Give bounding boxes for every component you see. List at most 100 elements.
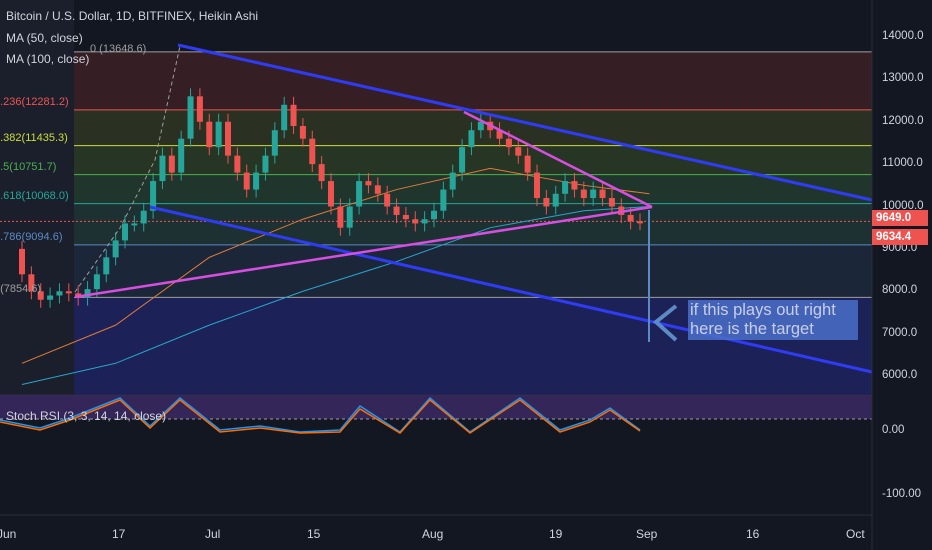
rsi-tick-label: 0.00 [882, 424, 905, 436]
candle-body-61 [590, 189, 597, 199]
candle-body-46 [449, 172, 456, 190]
candle-body-32 [318, 164, 325, 182]
candle-body-43 [421, 219, 428, 224]
x-tick-label: Jul [205, 527, 221, 541]
candle-body-41 [402, 214, 409, 220]
candle-body-11 [122, 223, 128, 241]
candle-body-49 [477, 121, 484, 131]
fib-label-1: 0.382(11435.3) [0, 131, 68, 144]
candle-body-20 [206, 121, 213, 148]
fib-label-0: 0.236(12281.2) [0, 95, 69, 108]
candle-body-57 [552, 193, 559, 207]
candle-body-40 [393, 206, 400, 215]
candle-body-34 [337, 206, 344, 228]
candle-body-37 [365, 181, 372, 186]
fib-zone-4 [74, 203, 872, 245]
candle-body-47 [459, 147, 466, 173]
candle-body-4 [56, 291, 63, 296]
candle-body-17 [178, 138, 185, 173]
candle-body-5 [65, 291, 72, 294]
fib-zone-5 [74, 244, 872, 298]
candle-body-18 [187, 96, 194, 139]
candle-body-36 [356, 181, 363, 207]
candle-body-14 [150, 181, 157, 211]
candle-body-3 [47, 295, 54, 300]
candle-body-12 [131, 223, 138, 226]
y-tick-label: 10000.0 [882, 199, 924, 212]
candle-body-56 [543, 198, 550, 207]
candle-body-25 [253, 172, 260, 190]
y-tick-label: 13000.0 [882, 72, 924, 85]
candle-body-19 [196, 96, 203, 122]
candle-body-39 [384, 193, 391, 207]
ma100-line [21, 206, 650, 385]
candle-body-9 [103, 257, 110, 275]
x-tick-label: 15 [307, 527, 321, 541]
fib-top-label: 0 (13648.6) [90, 43, 147, 55]
x-tick-label: Jun [0, 527, 17, 541]
candle-body-54 [524, 155, 531, 173]
fib-zone-3 [74, 174, 872, 204]
candle-body-27 [271, 130, 278, 156]
candle-body-0 [19, 248, 25, 275]
x-tick-label: 19 [549, 527, 563, 541]
y-tick-label: 6000.0 [882, 369, 918, 381]
candle-body-63 [608, 198, 615, 207]
candle-body-16 [168, 155, 175, 173]
ma100-legend: MA (100, close) [6, 52, 90, 66]
candle-body-55 [534, 172, 540, 199]
candle-body-59 [571, 181, 578, 190]
upper-channel-line [177, 43, 873, 202]
candle-body-13 [140, 210, 147, 224]
x-tick-label: Aug [422, 527, 444, 541]
fib-zone-2 [74, 145, 872, 175]
triangle-lower-line [74, 205, 653, 299]
candle-body-10 [112, 240, 119, 258]
candle-body-1 [28, 274, 35, 292]
fib-label-3: 0.618(10068.0) [0, 189, 69, 202]
x-tick-label: Oct [846, 527, 865, 541]
candle-body-2 [37, 291, 44, 300]
candle-body-22 [225, 121, 231, 156]
left-shade [0, 0, 74, 395]
candle-body-65 [627, 214, 634, 222]
target-arrow [652, 304, 678, 342]
x-tick-label: Sep [636, 527, 658, 541]
price-badge-0: 9649.0 [872, 210, 928, 226]
candle-body-26 [262, 155, 269, 173]
fib-label-5: 1(7854.6) [0, 283, 42, 296]
fib-zone-0 [74, 51, 872, 110]
chart-title: Bitcoin / U.S. Dollar, 1D, BITFINEX, Hei… [6, 9, 259, 23]
candle-body-15 [159, 155, 166, 182]
candle-body-38 [374, 185, 381, 194]
candle-body-28 [281, 104, 288, 131]
y-tick-label: 14000.0 [882, 30, 924, 42]
candle-body-7 [84, 289, 91, 298]
candle-body-62 [599, 189, 606, 199]
candle-body-42 [412, 219, 419, 224]
fib-label-4: 0.786(9094.6) [0, 230, 63, 243]
stoch-rsi-title: Stoch RSI (3, 3, 14, 14, close) [6, 409, 167, 423]
candle-body-60 [580, 189, 587, 199]
candle-body-45 [440, 189, 447, 211]
candle-body-35 [346, 206, 353, 228]
annotation-note: if this plays out right here is the targ… [688, 300, 858, 340]
y-tick-label: 12000.0 [882, 114, 924, 127]
candle-body-48 [468, 130, 475, 148]
candle-body-66 [637, 221, 643, 224]
lower-channel-line [149, 205, 873, 374]
candle-body-58 [562, 181, 569, 194]
y-tick-label: 7000.0 [882, 326, 918, 339]
candle-body-8 [93, 274, 100, 290]
x-tick-label: 17 [112, 527, 126, 541]
price-badge-1: 9634.4 [872, 229, 928, 245]
ma50-legend: MA (50, close) [6, 31, 83, 45]
y-tick-label: 8000.0 [882, 284, 918, 297]
rsi-k-line [0, 396, 641, 433]
candle-body-33 [328, 181, 334, 207]
candle-body-24 [243, 172, 250, 190]
candle-body-29 [290, 104, 297, 126]
candle-body-21 [215, 121, 222, 148]
rsi-tick-label: -100.00 [882, 488, 922, 500]
